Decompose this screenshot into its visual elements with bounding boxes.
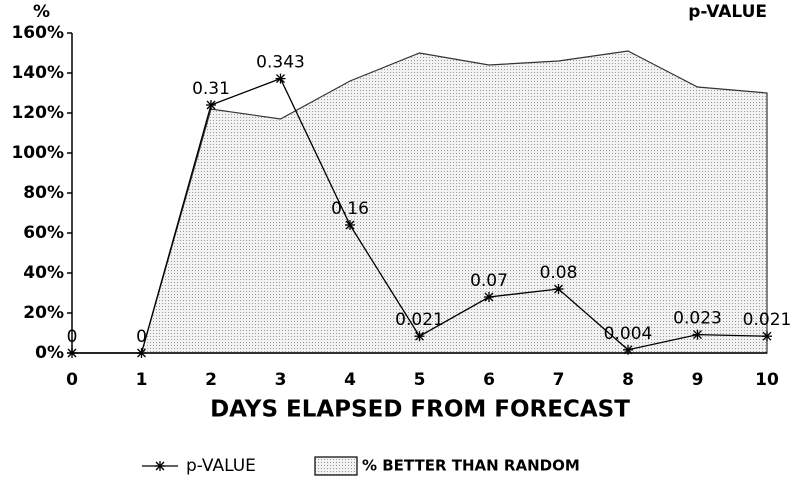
data-label: 0.343 [256, 53, 305, 73]
y-tick-label: 160% [11, 23, 64, 43]
data-label: 0.021 [395, 310, 444, 330]
legend-label: % BETTER THAN RANDOM [362, 457, 580, 475]
y-tick-label: 40% [23, 263, 64, 283]
marker [692, 329, 703, 340]
y-tick-label: 140% [11, 63, 64, 83]
data-label: 0.004 [604, 324, 653, 344]
x-tick-label: 9 [692, 370, 704, 390]
x-tick-label: 8 [622, 370, 634, 390]
x-tick-label: 2 [205, 370, 217, 390]
area [72, 50, 768, 354]
data-label: 0.16 [331, 199, 369, 219]
data-label: 0.07 [470, 271, 508, 291]
data-label: 0.08 [540, 263, 578, 283]
y-tick-label: 120% [11, 103, 64, 123]
y-tick-label: 20% [23, 303, 64, 323]
data-label: 0.31 [192, 79, 230, 99]
data-label: 0 [136, 327, 147, 347]
marker [414, 331, 425, 342]
y-tick-label: 60% [23, 223, 64, 243]
y-tick-label: 80% [23, 183, 64, 203]
marker [275, 73, 286, 84]
legend-swatch [314, 456, 358, 476]
marker [345, 220, 355, 230]
y-axis-label: % [33, 2, 50, 22]
x-tick-label: 1 [136, 370, 148, 390]
legend-label: p-VALUE [186, 456, 256, 476]
x-tick-label: 5 [414, 370, 426, 390]
data-label: 0.023 [673, 309, 722, 329]
legend-marker [155, 461, 165, 471]
x-tick-label: 10 [755, 370, 779, 390]
y-tick-label: 0% [35, 343, 64, 363]
marker [762, 331, 772, 342]
x-axis-label: DAYS ELAPSED FROM FORECAST [210, 397, 630, 423]
marker [553, 284, 564, 294]
x-tick-label: 0 [66, 370, 78, 390]
y2-axis-label: p-VALUE [688, 2, 767, 22]
marker [484, 292, 494, 302]
marker [206, 100, 216, 110]
x-tick-label: 3 [275, 370, 287, 390]
y-tick-label: 100% [11, 143, 64, 163]
data-label: 0.021 [743, 310, 792, 330]
x-tick-label: 4 [344, 370, 356, 390]
x-tick-label: 6 [483, 370, 495, 390]
x-tick-label: 7 [553, 370, 565, 390]
